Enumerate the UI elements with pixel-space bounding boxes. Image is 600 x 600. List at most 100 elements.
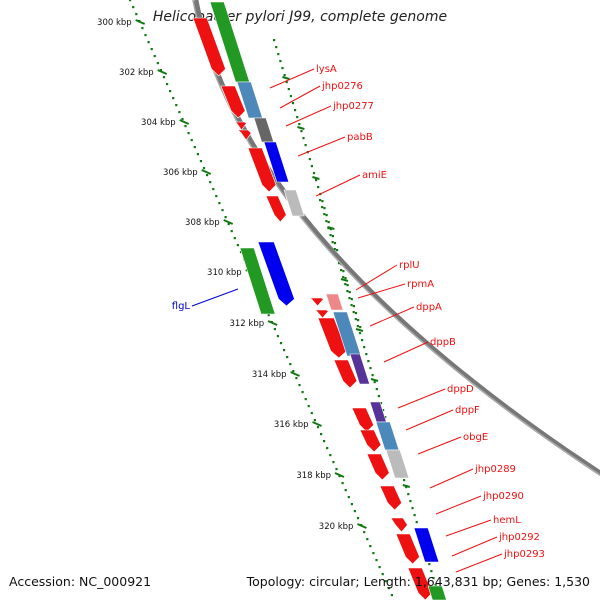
- scale-dot: [283, 349, 286, 352]
- gene-arrow-minus: [317, 317, 348, 359]
- feature-guide-dot: [407, 493, 410, 496]
- gene-label-pabB: pabB: [347, 132, 373, 143]
- scale-dot: [187, 132, 190, 135]
- scale-tick-label: 302 kbp: [119, 68, 154, 78]
- gene-leader-line: [369, 306, 415, 327]
- feature-guide-tick: [355, 328, 364, 332]
- scale-dot: [236, 244, 239, 247]
- gene-leader-line: [357, 283, 406, 299]
- scale-dot: [135, 13, 138, 16]
- scale-dot: [372, 552, 375, 555]
- scale-dot: [156, 62, 159, 65]
- gene-leader-line: [383, 341, 429, 363]
- feature-guide-dot: [327, 221, 330, 224]
- feature-guide-dot: [281, 67, 284, 70]
- gene-arrow-minus: [395, 533, 420, 565]
- scale-dot: [378, 566, 381, 569]
- feature-guide-dot: [287, 88, 290, 91]
- scale-dot: [341, 482, 344, 485]
- scale-dot: [184, 125, 187, 128]
- scale-dot: [162, 76, 166, 79]
- scale-dot: [169, 90, 172, 93]
- scale-dot: [175, 104, 178, 107]
- scale-dot: [307, 405, 310, 408]
- feature-guide-dot: [298, 123, 301, 126]
- feature-guide-dot: [373, 381, 376, 384]
- feature-guide-dot: [411, 507, 414, 510]
- gene-arrow-minus: [351, 407, 375, 433]
- gene-leader-line: [435, 495, 482, 515]
- scale-dot: [209, 181, 212, 184]
- scale-dot: [295, 377, 298, 380]
- feature-guide-dot: [375, 388, 378, 391]
- scale-dot: [230, 230, 233, 233]
- gene-leader-line: [397, 388, 446, 409]
- gene-block: [413, 527, 440, 563]
- gene-block: [283, 189, 305, 217]
- feature-guide-dot: [310, 165, 313, 168]
- scale-dot: [350, 503, 353, 506]
- feature-guide-dot: [352, 311, 355, 314]
- feature-guide-dot: [329, 228, 332, 231]
- scale-dot: [338, 475, 341, 478]
- feature-guide-dot: [434, 584, 437, 587]
- feature-guide-dot: [319, 199, 322, 202]
- scale-dot: [381, 573, 384, 576]
- feature-guide-dot: [331, 235, 334, 238]
- scale-dot: [353, 510, 356, 513]
- scale-dot: [202, 167, 206, 170]
- feature-guide-dot: [346, 284, 349, 287]
- scale-dot: [366, 538, 369, 541]
- feature-guide-tick: [327, 226, 335, 230]
- gene-leader-line: [417, 436, 462, 455]
- scale-tick: [179, 119, 190, 125]
- scale-dot: [313, 419, 316, 422]
- scale-dot: [347, 496, 350, 499]
- genome-backbone: [192, 0, 600, 477]
- scale-tick: [312, 421, 322, 427]
- gene-block: [332, 311, 362, 357]
- scale-dot: [233, 237, 236, 240]
- scale-tick-label: 312 kbp: [229, 319, 264, 329]
- feature-guide-dot: [352, 305, 355, 308]
- feature-guide-tick: [312, 176, 320, 180]
- gene-arrow-minus: [192, 17, 226, 77]
- gene-leader-line: [315, 174, 361, 197]
- feature-guide-dot: [304, 144, 307, 147]
- scale-dot: [227, 223, 230, 226]
- gene-label-hemL: hemL: [493, 515, 521, 526]
- scale-dot: [181, 118, 184, 121]
- scale-dot: [178, 111, 181, 114]
- scale-dot: [276, 335, 279, 338]
- scale-dot: [147, 41, 150, 44]
- feature-guide-dot: [428, 563, 431, 566]
- feature-guide-dot: [363, 346, 366, 349]
- scale-tick-label: 304 kbp: [141, 118, 176, 128]
- scale-dot: [172, 97, 175, 100]
- feature-guide-dot: [275, 46, 278, 49]
- feature-guide-dot: [382, 409, 385, 412]
- gene-label-dppD: dppD: [447, 384, 474, 395]
- gene-arrow-minus: [390, 517, 408, 533]
- scale-dot: [279, 342, 283, 345]
- scale-tick-label: 306 kbp: [163, 168, 198, 178]
- gene-label-jhp0290: jhp0290: [482, 491, 524, 502]
- gene-block-flgL: [239, 247, 276, 315]
- scale-dot: [329, 454, 332, 457]
- scale-dot: [224, 216, 227, 219]
- feature-guide-dot: [333, 242, 337, 245]
- feature-guide-dot: [296, 116, 299, 119]
- scale-dot: [289, 363, 292, 366]
- feature-guide-dot: [405, 486, 408, 489]
- gene-arrow-minus: [247, 147, 277, 193]
- scale-dot: [304, 398, 307, 401]
- gene-arrow-minus: [265, 195, 287, 223]
- scale-dot: [206, 174, 209, 177]
- feature-guide-dot: [344, 283, 347, 286]
- feature-guide-dot: [329, 234, 332, 237]
- scale-dot: [159, 69, 162, 72]
- feature-guide-dot: [344, 277, 347, 280]
- feature-guide-dot: [302, 137, 305, 140]
- gene-label-jhp0293: jhp0293: [503, 549, 545, 560]
